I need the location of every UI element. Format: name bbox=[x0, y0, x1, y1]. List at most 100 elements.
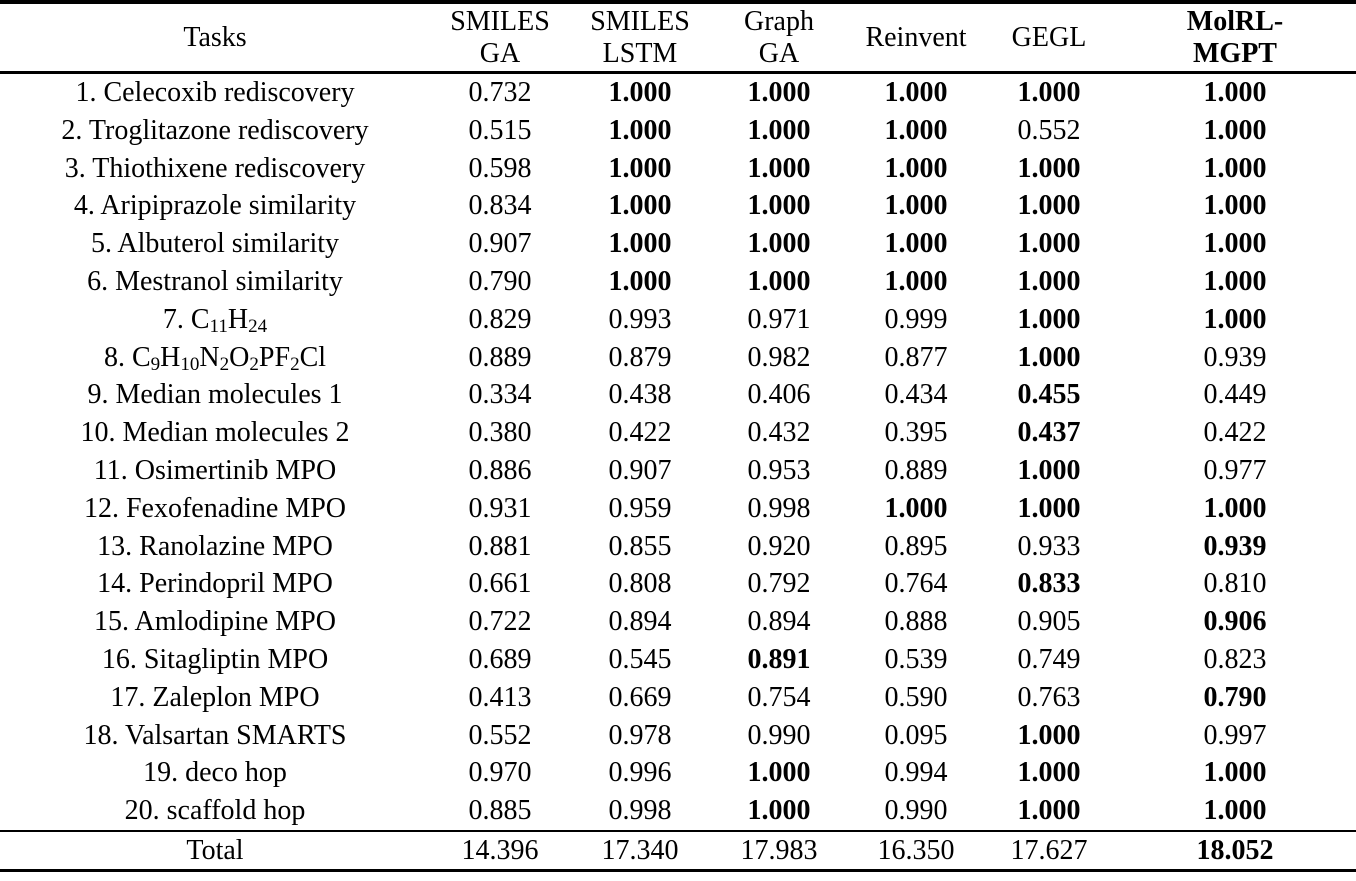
task-cell: 13. Ranolazine MPO bbox=[97, 530, 333, 562]
value-cell: 0.455 bbox=[1017, 379, 1081, 411]
task-cell: 5. Albuterol similarity bbox=[90, 228, 340, 260]
value-cell: 0.886 bbox=[468, 454, 532, 486]
table-footer: Total 14.396 17.340 17.983 16.350 17.627 18.05… bbox=[0, 829, 1356, 872]
task-cell: 16. Sitagliptin MPO bbox=[101, 643, 329, 675]
value-cell: 0.855 bbox=[608, 530, 672, 562]
value-cell: 0.434 bbox=[884, 379, 948, 411]
value-cell: 1.000 bbox=[1203, 492, 1267, 524]
table-row: 9. Median molecules 1 0.334 0.438 0.406 0.43… bbox=[0, 376, 1356, 414]
task-cell: 14. Perindopril MPO bbox=[97, 568, 333, 600]
value-cell: 0.689 bbox=[468, 643, 532, 675]
value-cell: 0.879 bbox=[608, 341, 672, 373]
column-header-tasks: Tasks bbox=[0, 2, 430, 74]
value-cell: 0.889 bbox=[468, 341, 532, 373]
table-row: 6. Mestranol similarity 0.790 1.000 1.000 1.… bbox=[0, 263, 1356, 301]
value-cell: 0.888 bbox=[884, 606, 948, 638]
value-cell: 0.933 bbox=[1017, 530, 1081, 562]
value-cell: 1.000 bbox=[1203, 152, 1267, 184]
value-cell: 0.422 bbox=[1203, 417, 1267, 449]
table-row: 14. Perindopril MPO 0.661 0.808 0.792 0.764 0… bbox=[0, 565, 1356, 603]
value-cell: 1.000 bbox=[747, 228, 811, 260]
table-row: 11. Osimertinib MPO 0.886 0.907 0.953 0.889 1… bbox=[0, 452, 1356, 490]
value-cell: 0.834 bbox=[468, 190, 532, 222]
value-cell: 0.885 bbox=[468, 795, 532, 827]
value-cell: 1.000 bbox=[1017, 77, 1081, 108]
column-header-gegl: GEGL bbox=[984, 2, 1114, 74]
value-cell: 0.978 bbox=[608, 719, 672, 751]
value-cell: 1.000 bbox=[884, 228, 948, 260]
total-value-cell: 16.350 bbox=[848, 829, 984, 872]
value-cell: 0.953 bbox=[747, 454, 811, 486]
value-cell: 0.894 bbox=[747, 606, 811, 638]
value-cell: 0.406 bbox=[747, 379, 811, 411]
value-cell: 0.996 bbox=[608, 757, 672, 789]
value-cell: 1.000 bbox=[747, 114, 811, 146]
value-cell: 0.395 bbox=[884, 417, 948, 449]
value-cell: 1.000 bbox=[884, 492, 948, 524]
value-cell: 0.749 bbox=[1017, 643, 1081, 675]
value-cell: 1.000 bbox=[747, 265, 811, 297]
value-cell: 0.432 bbox=[747, 417, 811, 449]
task-cell: 8. C9H10N2O2PF2Cl bbox=[103, 341, 327, 375]
task-cell: 1. Celecoxib rediscovery bbox=[75, 77, 355, 108]
column-header-smiles-lstm: SMILES LSTM bbox=[570, 2, 710, 74]
value-cell: 1.000 bbox=[884, 77, 948, 108]
value-cell: 0.449 bbox=[1203, 379, 1267, 411]
value-cell: 0.891 bbox=[747, 643, 811, 675]
task-cell: 6. Mestranol similarity bbox=[87, 265, 343, 297]
value-cell: 1.000 bbox=[608, 77, 672, 108]
value-cell: 0.894 bbox=[608, 606, 672, 638]
task-cell: 12. Fexofenadine MPO bbox=[83, 492, 347, 524]
value-cell: 0.982 bbox=[747, 341, 811, 373]
value-cell: 1.000 bbox=[1017, 265, 1081, 297]
value-cell: 1.000 bbox=[1203, 303, 1267, 335]
value-cell: 0.990 bbox=[884, 795, 948, 827]
total-row: Total 14.396 17.340 17.983 16.350 17.627 18.05… bbox=[0, 829, 1356, 872]
value-cell: 0.754 bbox=[747, 681, 811, 713]
value-cell: 1.000 bbox=[1203, 757, 1267, 789]
task-cell: 20. scaffold hop bbox=[124, 795, 306, 827]
task-cell: 18. Valsartan SMARTS bbox=[83, 719, 347, 751]
value-cell: 0.722 bbox=[468, 606, 532, 638]
table-row: 2. Troglitazone rediscovery 0.515 1.000 1.0… bbox=[0, 112, 1356, 150]
value-cell: 1.000 bbox=[1017, 492, 1081, 524]
value-cell: 0.999 bbox=[884, 303, 948, 335]
value-cell: 1.000 bbox=[1017, 757, 1081, 789]
task-cell: 15. Amlodipine MPO bbox=[94, 606, 336, 638]
value-cell: 0.895 bbox=[884, 530, 948, 562]
value-cell: 0.977 bbox=[1203, 454, 1267, 486]
value-cell: 1.000 bbox=[608, 228, 672, 260]
value-cell: 1.000 bbox=[747, 152, 811, 184]
value-cell: 0.763 bbox=[1017, 681, 1081, 713]
value-cell: 0.669 bbox=[608, 681, 672, 713]
task-cell: 19. deco hop bbox=[143, 757, 287, 789]
task-cell: 10. Median molecules 2 bbox=[80, 417, 350, 449]
task-cell: 3. Thiothixene rediscovery bbox=[64, 152, 366, 184]
value-cell: 0.095 bbox=[884, 719, 948, 751]
value-cell: 1.000 bbox=[1017, 341, 1081, 373]
value-cell: 0.998 bbox=[747, 492, 811, 524]
table-row: 20. scaffold hop 0.885 0.998 1.000 0.990 1.00… bbox=[0, 792, 1356, 831]
value-cell: 1.000 bbox=[747, 77, 811, 108]
value-cell: 1.000 bbox=[1017, 795, 1081, 827]
value-cell: 1.000 bbox=[1017, 152, 1081, 184]
value-cell: 0.515 bbox=[468, 114, 532, 146]
total-value-cell: 17.627 bbox=[984, 829, 1114, 872]
value-cell: 0.833 bbox=[1017, 568, 1081, 600]
value-cell: 1.000 bbox=[1203, 77, 1267, 108]
table-row: 10. Median molecules 2 0.380 0.422 0.432 0.3… bbox=[0, 414, 1356, 452]
value-cell: 1.000 bbox=[608, 265, 672, 297]
value-cell: 0.994 bbox=[884, 757, 948, 789]
task-cell: 2. Troglitazone rediscovery bbox=[61, 114, 369, 146]
value-cell: 0.920 bbox=[747, 530, 811, 562]
table-body: 1. Celecoxib rediscovery 0.732 1.000 1.000 1… bbox=[0, 73, 1356, 831]
value-cell: 0.437 bbox=[1017, 417, 1081, 449]
value-cell: 0.334 bbox=[468, 379, 532, 411]
value-cell: 0.790 bbox=[1203, 681, 1267, 713]
task-cell: 11. Osimertinib MPO bbox=[93, 454, 337, 486]
value-cell: 1.000 bbox=[608, 190, 672, 222]
value-cell: 1.000 bbox=[1017, 303, 1081, 335]
table-row: 12. Fexofenadine MPO 0.931 0.959 0.998 1.000… bbox=[0, 490, 1356, 528]
value-cell: 1.000 bbox=[884, 114, 948, 146]
